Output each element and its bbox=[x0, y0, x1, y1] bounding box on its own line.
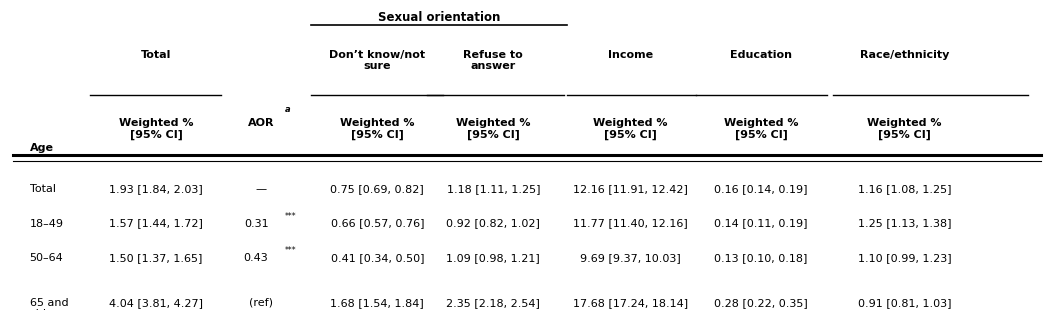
Text: Race/ethnicity: Race/ethnicity bbox=[860, 50, 949, 60]
Text: 1.93 [1.84, 2.03]: 1.93 [1.84, 2.03] bbox=[110, 184, 202, 194]
Text: 0.41 [0.34, 0.50]: 0.41 [0.34, 0.50] bbox=[331, 253, 424, 263]
Text: Total: Total bbox=[141, 50, 171, 60]
Text: 0.43: 0.43 bbox=[243, 253, 269, 263]
Text: 9.69 [9.37, 10.03]: 9.69 [9.37, 10.03] bbox=[580, 253, 681, 263]
Text: Weighted %
[95% CI]: Weighted % [95% CI] bbox=[119, 118, 193, 140]
Text: 1.57 [1.44, 1.72]: 1.57 [1.44, 1.72] bbox=[109, 219, 203, 228]
Text: 18–49: 18–49 bbox=[30, 219, 63, 228]
Text: 0.66 [0.57, 0.76]: 0.66 [0.57, 0.76] bbox=[331, 219, 424, 228]
Text: 0.91 [0.81, 1.03]: 0.91 [0.81, 1.03] bbox=[858, 298, 951, 308]
Text: Weighted %
[95% CI]: Weighted % [95% CI] bbox=[340, 118, 414, 140]
Text: ***: *** bbox=[285, 212, 296, 221]
Text: —: — bbox=[256, 184, 267, 194]
Text: 0.16 [0.14, 0.19]: 0.16 [0.14, 0.19] bbox=[715, 184, 807, 194]
Text: 1.25 [1.13, 1.38]: 1.25 [1.13, 1.38] bbox=[858, 219, 951, 228]
Text: 1.10 [0.99, 1.23]: 1.10 [0.99, 1.23] bbox=[858, 253, 951, 263]
Text: 1.18 [1.11, 1.25]: 1.18 [1.11, 1.25] bbox=[447, 184, 540, 194]
Text: Income: Income bbox=[608, 50, 652, 60]
Text: Weighted %
[95% CI]: Weighted % [95% CI] bbox=[867, 118, 941, 140]
Text: Refuse to
answer: Refuse to answer bbox=[464, 50, 523, 71]
Text: 11.77 [11.40, 12.16]: 11.77 [11.40, 12.16] bbox=[573, 219, 687, 228]
Text: 1.68 [1.54, 1.84]: 1.68 [1.54, 1.84] bbox=[331, 298, 424, 308]
Text: 0.31: 0.31 bbox=[243, 219, 269, 228]
Text: 50–64: 50–64 bbox=[30, 253, 63, 263]
Text: 17.68 [17.24, 18.14]: 17.68 [17.24, 18.14] bbox=[572, 298, 688, 308]
Text: 0.92 [0.82, 1.02]: 0.92 [0.82, 1.02] bbox=[446, 219, 541, 228]
Text: 4.04 [3.81, 4.27]: 4.04 [3.81, 4.27] bbox=[109, 298, 203, 308]
Text: 0.14 [0.11, 0.19]: 0.14 [0.11, 0.19] bbox=[715, 219, 807, 228]
Text: ***: *** bbox=[285, 246, 296, 255]
Text: 1.50 [1.37, 1.65]: 1.50 [1.37, 1.65] bbox=[110, 253, 202, 263]
Text: 0.13 [0.10, 0.18]: 0.13 [0.10, 0.18] bbox=[715, 253, 807, 263]
Text: 65 and
older: 65 and older bbox=[30, 298, 69, 310]
Text: 0.28 [0.22, 0.35]: 0.28 [0.22, 0.35] bbox=[715, 298, 807, 308]
Text: 12.16 [11.91, 12.42]: 12.16 [11.91, 12.42] bbox=[573, 184, 687, 194]
Text: 2.35 [2.18, 2.54]: 2.35 [2.18, 2.54] bbox=[446, 298, 541, 308]
Text: 0.75 [0.69, 0.82]: 0.75 [0.69, 0.82] bbox=[331, 184, 424, 194]
Text: 1.16 [1.08, 1.25]: 1.16 [1.08, 1.25] bbox=[858, 184, 951, 194]
Text: Weighted %
[95% CI]: Weighted % [95% CI] bbox=[724, 118, 798, 140]
Text: Weighted %
[95% CI]: Weighted % [95% CI] bbox=[593, 118, 667, 140]
Text: Education: Education bbox=[730, 50, 792, 60]
Text: (ref): (ref) bbox=[250, 298, 273, 308]
Text: AOR: AOR bbox=[248, 118, 275, 128]
Text: Don’t know/not
sure: Don’t know/not sure bbox=[329, 50, 426, 71]
Text: Total: Total bbox=[30, 184, 56, 194]
Text: a: a bbox=[285, 105, 290, 114]
Text: Age: Age bbox=[30, 143, 54, 153]
Text: Sexual orientation: Sexual orientation bbox=[377, 11, 501, 24]
Text: 1.09 [0.98, 1.21]: 1.09 [0.98, 1.21] bbox=[447, 253, 540, 263]
Text: Weighted %
[95% CI]: Weighted % [95% CI] bbox=[456, 118, 530, 140]
